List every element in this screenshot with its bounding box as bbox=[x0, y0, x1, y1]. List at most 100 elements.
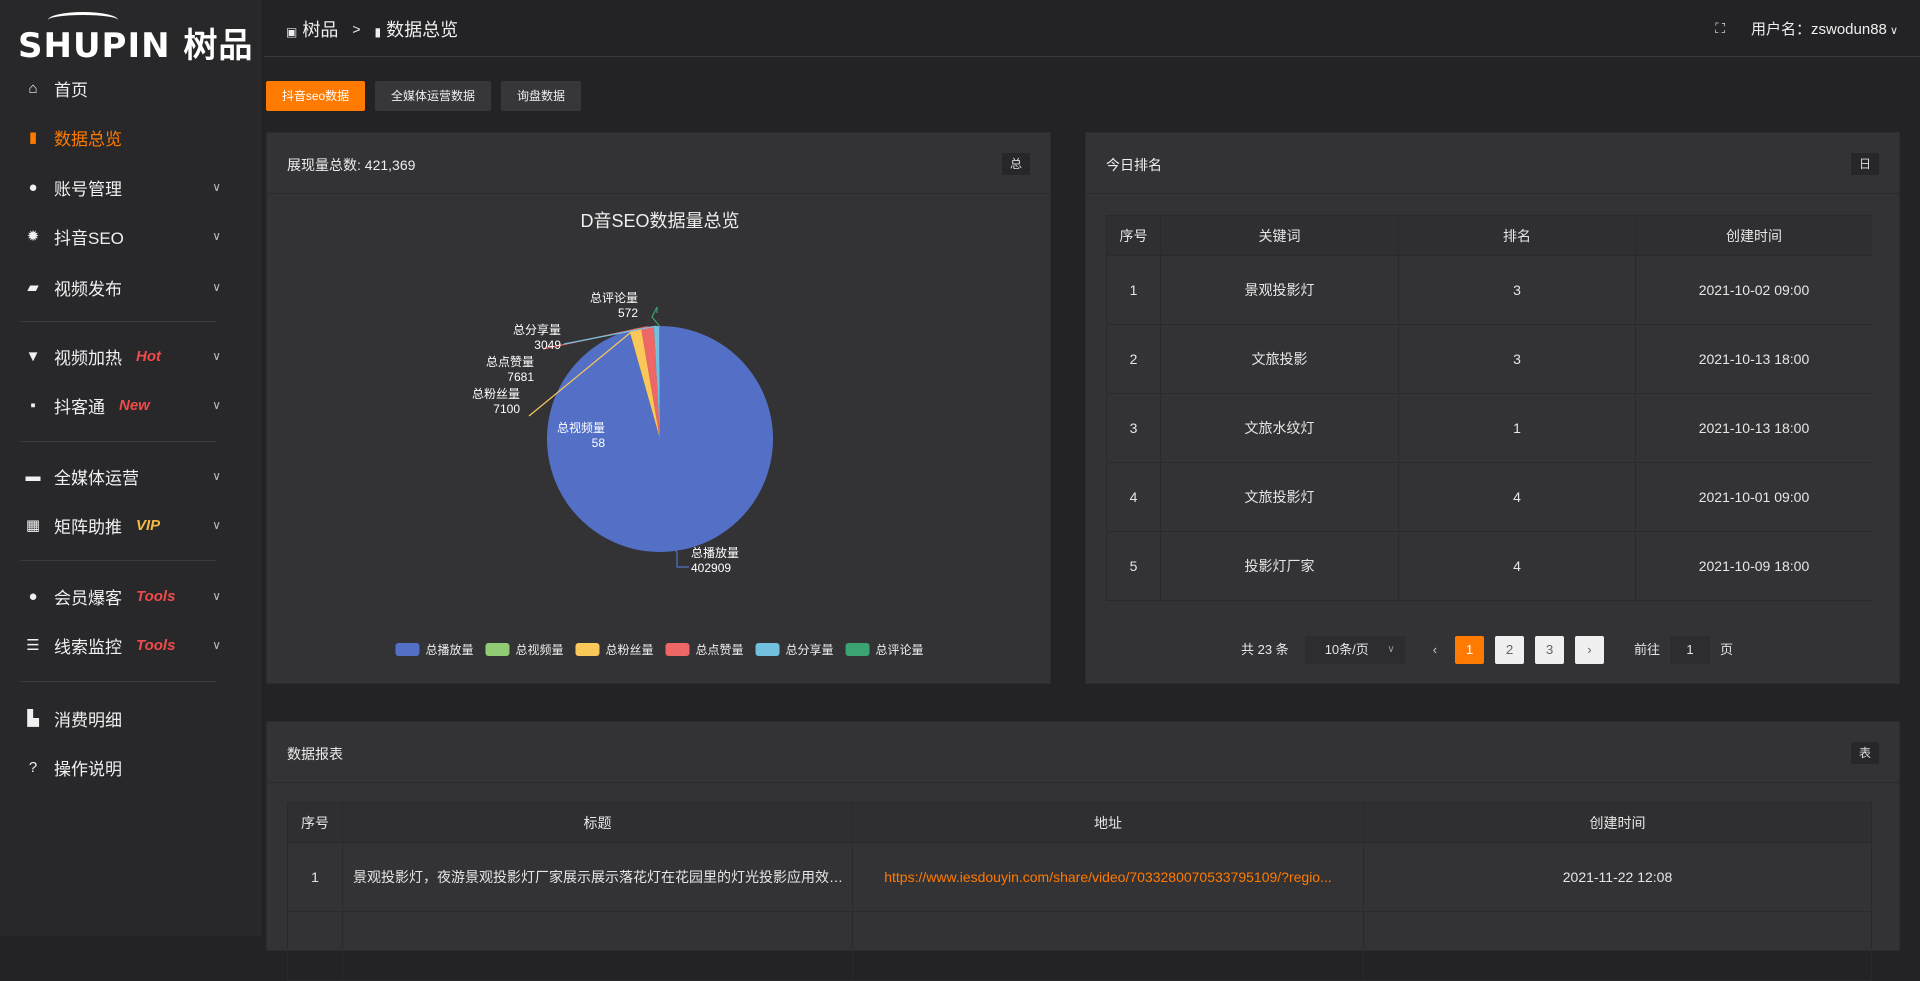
total-impressions: 展现量总数: 421,369 bbox=[287, 157, 416, 173]
sidebar-badge: VIP bbox=[136, 516, 161, 534]
table-cell: 2021-10-13 18:00 bbox=[1635, 324, 1872, 394]
legend-swatch[interactable] bbox=[485, 643, 510, 656]
sidebar-divider bbox=[20, 560, 216, 561]
sidebar-badge: Tools bbox=[136, 587, 176, 605]
legend-swatch[interactable] bbox=[665, 643, 690, 656]
table-row: 5 投影灯厂家 4 2021-10-09 18:00 bbox=[1106, 531, 1872, 601]
slice-value: 572 bbox=[618, 306, 638, 320]
legend-label[interactable]: 总评论量 bbox=[876, 643, 924, 657]
grid-icon: ▦ bbox=[25, 517, 41, 534]
pie-slice[interactable] bbox=[653, 326, 660, 439]
table-cell: 5 bbox=[1106, 531, 1161, 601]
table-cell: 景观投影灯 bbox=[1160, 255, 1399, 325]
legend-swatch[interactable] bbox=[575, 643, 600, 656]
sidebar-item-0[interactable]: ⌂ 首页 bbox=[0, 68, 263, 108]
legend-label[interactable]: 总播放量 bbox=[425, 642, 473, 657]
legend-label[interactable]: 总视频量 bbox=[515, 642, 563, 657]
page-2[interactable]: 2 bbox=[1495, 636, 1525, 664]
legend-swatch[interactable] bbox=[755, 643, 780, 656]
sidebar-item-10[interactable]: ☰ 线索监控 Tools ∨ bbox=[0, 625, 263, 665]
slice-value: 402909 bbox=[691, 561, 731, 575]
overview-tag[interactable]: 总 bbox=[1001, 153, 1030, 175]
sidebar-item-2[interactable]: ● 账号管理 ∨ bbox=[0, 167, 263, 207]
sidebar-item-label: 线索监控 bbox=[54, 637, 122, 657]
column-header: 地址 bbox=[852, 802, 1364, 843]
chat-icon: ▪ bbox=[30, 396, 36, 414]
user-menu[interactable]: 用户名：zswodun88 ∨ bbox=[1751, 21, 1898, 38]
slice-value: 3049 bbox=[534, 338, 561, 352]
sidebar-item-11[interactable]: ▙ 消费明细 bbox=[0, 698, 263, 738]
sidebar-item-12[interactable]: ? 操作说明 bbox=[0, 747, 263, 787]
table-cell: 文旅水纹灯 bbox=[1160, 393, 1399, 463]
table-cell: 文旅投影灯 bbox=[1160, 462, 1399, 532]
sidebar-item-label: 抖音SEO bbox=[54, 228, 124, 248]
chevron-down-icon: ∨ bbox=[212, 180, 221, 194]
sidebar-item-label: 会员爆客 bbox=[54, 588, 122, 608]
tab-douyin-seo[interactable]: 抖音seo数据 bbox=[266, 81, 365, 111]
label-leader-line bbox=[675, 550, 689, 568]
table-cell: 2021-10-02 09:00 bbox=[1635, 255, 1872, 325]
table-cell: 4 bbox=[1398, 462, 1636, 532]
ranking-table: 序号 关键词 排名 创建时间 1 景观投影灯 3 2021-10-02 09:00 2 文旅投影 3… bbox=[1106, 215, 1872, 601]
goto-page-input[interactable]: 1 bbox=[1670, 636, 1711, 664]
label-leader-line bbox=[528, 328, 636, 417]
ranking-panel: 今日排名 日 序号 关键词 排名 创建时间 1 景观投影灯 3 2021-10-02 09:0… bbox=[1085, 132, 1900, 684]
ranking-tag[interactable]: 日 bbox=[1850, 153, 1879, 175]
sidebar-item-6[interactable]: ▪ 抖客通 New ∨ bbox=[0, 385, 263, 425]
legend-label[interactable]: 总分享量 bbox=[786, 642, 834, 657]
chevron-down-icon: ∨ bbox=[1886, 25, 1898, 37]
page-size-select[interactable]: 10条/页 ∨ bbox=[1304, 636, 1405, 664]
sidebar-item-3[interactable]: ✹ 抖音SEO ∨ bbox=[0, 216, 263, 256]
chart-title: D音SEO数据量总览 bbox=[580, 211, 739, 231]
sidebar-item-7[interactable]: ▬ 全媒体运营 ∨ bbox=[0, 456, 263, 496]
table-row: 4 文旅投影灯 4 2021-10-01 09:00 bbox=[1106, 462, 1872, 532]
pie-slice[interactable] bbox=[629, 327, 660, 439]
tab-all-media[interactable]: 全媒体运营数据 bbox=[375, 81, 491, 111]
sidebar-item-1[interactable]: ▮ 数据总览 bbox=[0, 117, 263, 157]
camera-icon: ▰ bbox=[27, 279, 39, 296]
sidebar-item-9[interactable]: ● 会员爆客 Tools ∨ bbox=[0, 576, 263, 616]
slice-label: 总评论量 bbox=[590, 291, 638, 305]
document-icon: ▣ bbox=[286, 25, 298, 39]
legend-label[interactable]: 总粉丝量 bbox=[605, 643, 653, 657]
overview-panel: 展现量总数: 421,369 总 D音SEO数据量总览总播放量 402909 总视频… bbox=[266, 132, 1051, 684]
sidebar-item-8[interactable]: ▦ 矩阵助推 VIP ∨ bbox=[0, 505, 263, 545]
column-header: 创建时间 bbox=[1363, 802, 1872, 843]
sidebar-item-5[interactable]: ▼ 视频加热 Hot ∨ bbox=[0, 336, 263, 376]
chevron-down-icon: ∨ bbox=[212, 518, 221, 532]
chevron-down-icon: ∨ bbox=[212, 229, 221, 243]
legend-swatch[interactable] bbox=[845, 643, 870, 656]
page-suffix: 页 bbox=[1720, 642, 1734, 657]
table-cell: 2021-10-01 09:00 bbox=[1635, 462, 1872, 532]
fullscreen-icon[interactable]: ⛶ bbox=[1715, 20, 1725, 36]
legend-swatch[interactable] bbox=[395, 643, 420, 656]
prev-page-icon[interactable]: ‹ bbox=[1432, 642, 1438, 657]
next-page-button[interactable]: › bbox=[1575, 636, 1605, 664]
report-tag[interactable]: 表 bbox=[1850, 742, 1879, 764]
ranking-table-wrap: 序号 关键词 排名 创建时间 1 景观投影灯 3 2021-10-02 09:00 2 文旅投影 3… bbox=[1106, 215, 1872, 605]
pie-slice[interactable] bbox=[641, 326, 660, 439]
monitor-icon: ▬ bbox=[25, 467, 41, 485]
legend-label[interactable]: 总点赞量 bbox=[696, 643, 744, 657]
pie-chart: D音SEO数据量总览总播放量402909总视频量58总粉丝量7100总点赞量76… bbox=[395, 211, 924, 657]
sidebar-divider bbox=[20, 681, 216, 682]
slice-label: 总视频量 bbox=[557, 420, 605, 435]
table-row: 1 景观投影灯，夜游景观投影灯厂家展示展示落花灯在花园里的灯光投影应用效果 # ht… bbox=[287, 842, 1872, 912]
page-3[interactable]: 3 bbox=[1535, 636, 1565, 664]
column-header: 关键词 bbox=[1160, 215, 1399, 256]
sidebar-item-label: 视频加热 bbox=[54, 348, 122, 368]
sidebar-item-label: 视频发布 bbox=[54, 279, 122, 299]
pie-slice[interactable] bbox=[629, 330, 660, 439]
tab-inquiry[interactable]: 询盘数据 bbox=[501, 81, 581, 111]
column-header: 排名 bbox=[1398, 215, 1636, 256]
gear-icon: ✹ bbox=[26, 228, 40, 245]
table-cell: 1 bbox=[287, 842, 343, 912]
chevron-down-icon: ∨ bbox=[212, 280, 221, 294]
video-link[interactable]: https://www.iesdouyin.com/share/video/70… bbox=[852, 842, 1364, 912]
column-header: 创建时间 bbox=[1635, 215, 1872, 256]
breadcrumb-home[interactable]: ▣ 树品 bbox=[286, 20, 339, 40]
page-1[interactable]: 1 bbox=[1455, 636, 1485, 664]
sidebar-item-4[interactable]: ▰ 视频发布 ∨ bbox=[0, 267, 263, 307]
sidebar-divider bbox=[20, 321, 216, 322]
sidebar-badge: New bbox=[119, 396, 150, 414]
